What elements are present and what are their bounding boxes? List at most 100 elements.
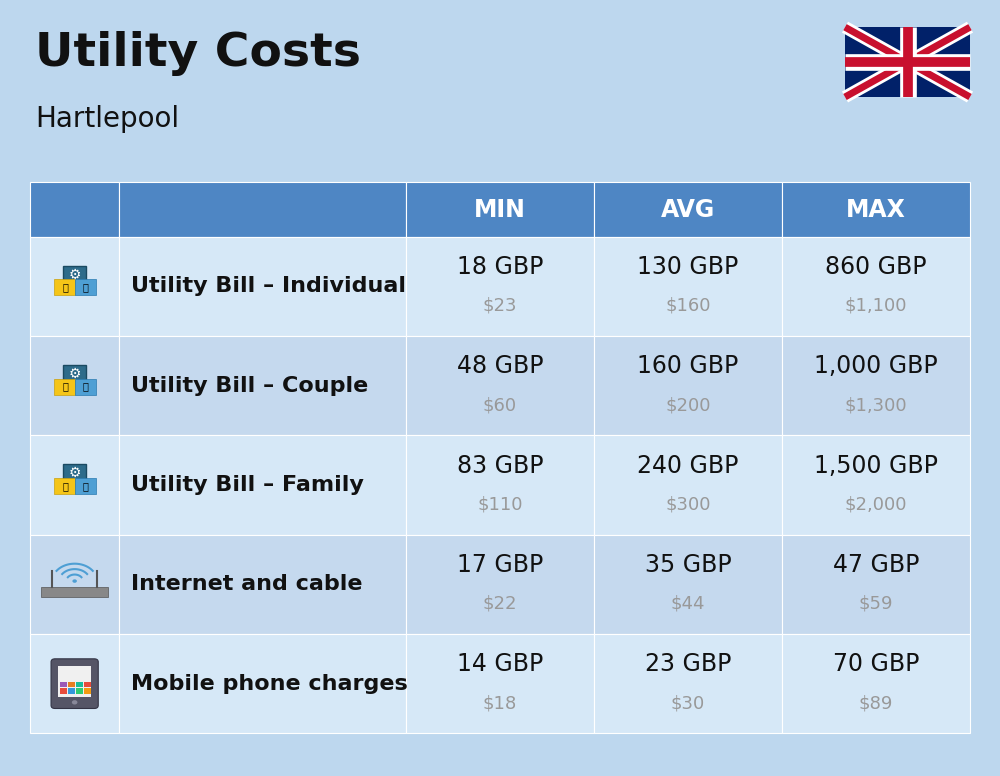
Bar: [119, 535, 406, 634]
Bar: [58, 667, 91, 697]
Text: $23: $23: [483, 296, 517, 315]
Bar: [76, 688, 83, 694]
Text: 35 GBP: 35 GBP: [645, 553, 731, 577]
Text: MIN: MIN: [474, 198, 526, 221]
Bar: [76, 682, 83, 688]
Bar: [60, 682, 67, 688]
Bar: [782, 435, 970, 535]
Bar: [30, 435, 119, 535]
Text: 130 GBP: 130 GBP: [637, 255, 739, 279]
Text: Utility Bill – Couple: Utility Bill – Couple: [131, 376, 369, 396]
Bar: [119, 634, 406, 733]
Text: 🚿: 🚿: [82, 282, 88, 293]
Bar: [782, 535, 970, 634]
Text: 🚿: 🚿: [82, 481, 88, 491]
Bar: [119, 336, 406, 435]
Bar: [84, 688, 91, 694]
Bar: [54, 478, 75, 494]
Bar: [75, 379, 96, 395]
Bar: [75, 279, 96, 296]
Bar: [782, 336, 970, 435]
Text: 🔌: 🔌: [62, 282, 68, 293]
Bar: [406, 237, 594, 336]
Text: Utility Bill – Family: Utility Bill – Family: [131, 475, 364, 495]
Bar: [594, 634, 782, 733]
Bar: [782, 182, 970, 237]
Text: 1,000 GBP: 1,000 GBP: [814, 355, 938, 378]
Text: 83 GBP: 83 GBP: [457, 454, 543, 477]
Text: 70 GBP: 70 GBP: [833, 653, 919, 676]
Bar: [406, 182, 594, 237]
Bar: [60, 688, 67, 694]
Bar: [119, 435, 406, 535]
Text: 240 GBP: 240 GBP: [637, 454, 739, 477]
Text: 160 GBP: 160 GBP: [637, 355, 739, 378]
Text: Utility Bill – Individual: Utility Bill – Individual: [131, 276, 406, 296]
Text: $89: $89: [859, 694, 893, 712]
Text: 860 GBP: 860 GBP: [825, 255, 927, 279]
Text: $1,300: $1,300: [845, 396, 907, 414]
Bar: [30, 336, 119, 435]
Text: $110: $110: [477, 495, 523, 514]
FancyBboxPatch shape: [51, 659, 98, 708]
Text: 18 GBP: 18 GBP: [457, 255, 543, 279]
Bar: [30, 182, 119, 237]
Text: 🔌: 🔌: [62, 481, 68, 491]
Text: MAX: MAX: [846, 198, 906, 221]
Text: Utility Costs: Utility Costs: [35, 31, 361, 76]
Bar: [30, 634, 119, 733]
Text: $300: $300: [665, 495, 711, 514]
FancyBboxPatch shape: [845, 27, 970, 97]
Text: Hartlepool: Hartlepool: [35, 105, 179, 133]
Text: ⚙: ⚙: [68, 367, 81, 381]
Text: $30: $30: [671, 694, 705, 712]
Bar: [63, 464, 86, 482]
Circle shape: [72, 700, 77, 705]
Bar: [406, 336, 594, 435]
Bar: [119, 237, 406, 336]
Text: 47 GBP: 47 GBP: [833, 553, 919, 577]
Bar: [406, 435, 594, 535]
Text: $200: $200: [665, 396, 711, 414]
Text: AVG: AVG: [661, 198, 715, 221]
Bar: [63, 265, 86, 283]
Text: $18: $18: [483, 694, 517, 712]
Text: 🚿: 🚿: [82, 382, 88, 392]
Circle shape: [71, 482, 78, 487]
Text: 23 GBP: 23 GBP: [645, 653, 731, 676]
Text: $160: $160: [665, 296, 711, 315]
Bar: [594, 182, 782, 237]
Bar: [30, 237, 119, 336]
Text: 14 GBP: 14 GBP: [457, 653, 543, 676]
Bar: [119, 182, 406, 237]
Bar: [782, 634, 970, 733]
Text: $2,000: $2,000: [845, 495, 907, 514]
Bar: [406, 634, 594, 733]
Text: $60: $60: [483, 396, 517, 414]
Text: Mobile phone charges: Mobile phone charges: [131, 674, 408, 694]
Text: Internet and cable: Internet and cable: [131, 574, 363, 594]
Bar: [30, 535, 119, 634]
Bar: [68, 682, 75, 688]
Text: 1,500 GBP: 1,500 GBP: [814, 454, 938, 477]
Bar: [54, 379, 75, 395]
Text: 48 GBP: 48 GBP: [457, 355, 543, 378]
Bar: [782, 237, 970, 336]
Circle shape: [71, 283, 78, 289]
Bar: [594, 535, 782, 634]
Text: ⚙: ⚙: [68, 466, 81, 480]
Text: $59: $59: [859, 594, 893, 613]
Bar: [84, 682, 91, 688]
Text: 🔌: 🔌: [62, 382, 68, 392]
Bar: [406, 535, 594, 634]
Text: $44: $44: [671, 594, 705, 613]
Bar: [75, 478, 96, 494]
Bar: [68, 688, 75, 694]
Bar: [594, 237, 782, 336]
Bar: [54, 279, 75, 296]
Text: $1,100: $1,100: [845, 296, 907, 315]
Bar: [41, 587, 108, 598]
Circle shape: [72, 580, 77, 583]
Bar: [594, 435, 782, 535]
Text: ⚙: ⚙: [68, 268, 81, 282]
